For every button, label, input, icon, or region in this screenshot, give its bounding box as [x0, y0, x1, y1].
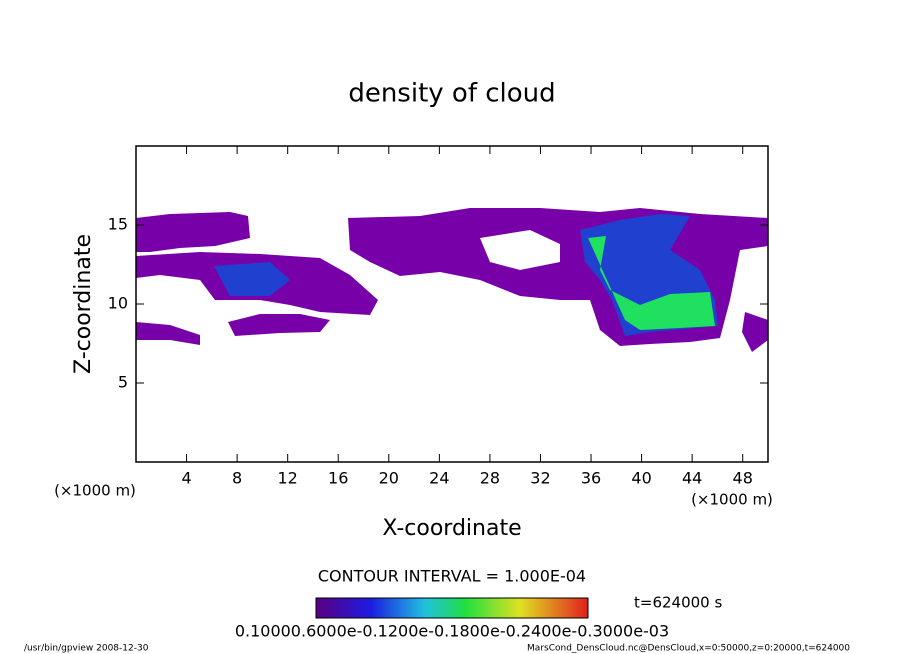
x-tick-label: 44 — [682, 469, 702, 488]
footer-left: /usr/bin/gpview 2008-12-30 — [24, 644, 149, 654]
x-unit: (×1000 m) — [691, 491, 773, 509]
x-tick-label: 12 — [278, 469, 298, 488]
colorbar-labels: 0.10000.6000e-0.1200e-0.1800e-0.2400e-0.… — [235, 622, 669, 641]
colorbar — [315, 597, 589, 619]
x-tick-label: 32 — [530, 469, 550, 488]
cloud-field — [136, 208, 768, 352]
x-tick-label: 28 — [480, 469, 500, 488]
x-tick-label: 16 — [328, 469, 348, 488]
x-tick-label: 24 — [429, 469, 449, 488]
x-tick-label: 8 — [232, 469, 242, 488]
time-label: t=624000 s — [634, 594, 722, 612]
y-axis-label: Z-coordinate — [71, 234, 96, 374]
x-tick-label: 40 — [631, 469, 651, 488]
y-tick-label: 15 — [108, 215, 128, 234]
y-tick-label: 10 — [108, 294, 128, 313]
chart-title: density of cloud — [348, 79, 555, 109]
footer-right: MarsCond_DensCloud.nc@DensCloud,x=0:5000… — [527, 644, 850, 654]
x-tick-label: 20 — [379, 469, 399, 488]
contour-interval: CONTOUR INTERVAL = 1.000E-04 — [318, 567, 586, 586]
x-axis-label: X-coordinate — [382, 516, 521, 541]
x-unit-left: (×1000 m) — [54, 482, 136, 500]
x-tick-label: 48 — [733, 469, 753, 488]
x-tick-label: 4 — [181, 469, 191, 488]
y-tick-label: 5 — [118, 373, 128, 392]
x-tick-label: 36 — [581, 469, 601, 488]
